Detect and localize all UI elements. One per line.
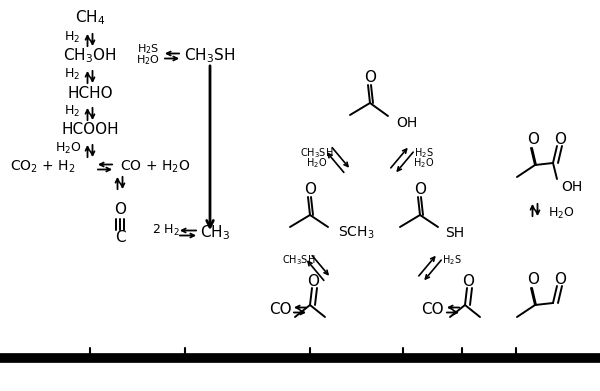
Text: H$_2$S: H$_2$S (414, 146, 434, 160)
Text: CH$_3$: CH$_3$ (200, 224, 230, 242)
Text: O: O (307, 273, 319, 289)
Text: H$_2$S: H$_2$S (442, 253, 462, 267)
Text: O: O (364, 70, 376, 84)
Text: H$_2$O: H$_2$O (548, 205, 575, 221)
Text: CO + H$_2$O: CO + H$_2$O (120, 159, 190, 175)
Text: O: O (414, 181, 426, 197)
Text: O: O (527, 133, 539, 147)
Text: O: O (554, 131, 566, 147)
Text: H$_2$O: H$_2$O (55, 140, 81, 156)
Text: H$_2$O: H$_2$O (136, 53, 160, 67)
Text: OH: OH (561, 180, 582, 194)
Text: H$_2$: H$_2$ (64, 29, 80, 45)
Text: H$_2$O: H$_2$O (307, 156, 328, 170)
Text: H$_2$: H$_2$ (64, 104, 80, 118)
Text: H$_2$O: H$_2$O (413, 156, 434, 170)
Text: CO$_2$ + H$_2$: CO$_2$ + H$_2$ (10, 159, 76, 175)
Text: 2 H$_2$: 2 H$_2$ (152, 222, 180, 238)
Text: O: O (114, 203, 126, 217)
Text: CH$_3$OH: CH$_3$OH (63, 47, 117, 65)
Text: CO: CO (269, 303, 292, 317)
Text: CH$_3$SH: CH$_3$SH (300, 146, 334, 160)
Text: O: O (527, 273, 539, 287)
Text: O: O (554, 271, 566, 287)
Text: C: C (115, 230, 125, 244)
Text: CH$_4$: CH$_4$ (75, 9, 105, 27)
Text: SCH$_3$: SCH$_3$ (338, 225, 374, 241)
Text: SH: SH (445, 226, 464, 240)
Text: OH: OH (396, 116, 417, 130)
Text: H$_2$S: H$_2$S (137, 42, 159, 56)
Text: O: O (304, 181, 316, 197)
Text: HCHO: HCHO (67, 86, 113, 100)
Text: HCOOH: HCOOH (61, 122, 119, 138)
Text: O: O (462, 273, 474, 289)
Text: CO: CO (421, 303, 443, 317)
Text: CH$_3$SH: CH$_3$SH (282, 253, 316, 267)
Text: CH$_3$SH: CH$_3$SH (184, 47, 236, 65)
Text: H$_2$: H$_2$ (64, 66, 80, 82)
